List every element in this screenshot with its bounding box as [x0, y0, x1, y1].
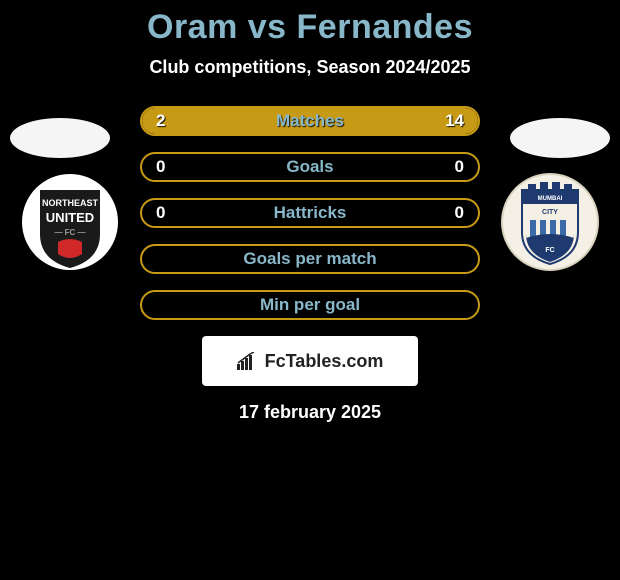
comparison-title: Oram vs Fernandes	[0, 8, 620, 47]
comparison-subtitle: Club competitions, Season 2024/2025	[0, 57, 620, 78]
stat-label: Matches	[142, 111, 478, 131]
stat-label: Goals per match	[142, 249, 478, 269]
svg-text:FC: FC	[545, 247, 554, 254]
stat-label: Hattricks	[142, 203, 478, 223]
brand-chart-icon	[237, 352, 259, 370]
player-left-avatar	[10, 118, 110, 158]
svg-text:MUMBAI: MUMBAI	[538, 196, 563, 202]
stat-label: Goals	[142, 157, 478, 177]
svg-text:NORTHEAST: NORTHEAST	[42, 198, 99, 208]
brand-text: FcTables.com	[265, 351, 384, 372]
stat-row: Goals per match	[140, 244, 480, 274]
club-logo-left: NORTHEAST UNITED — FC —	[20, 172, 120, 272]
svg-text:UNITED: UNITED	[46, 210, 94, 225]
stat-row: 00Hattricks	[140, 198, 480, 228]
club-logo-right: MUMBAI CITY FC	[500, 172, 600, 272]
stat-label: Min per goal	[142, 295, 478, 315]
player-right-avatar	[510, 118, 610, 158]
stat-row: Min per goal	[140, 290, 480, 320]
comparison-date: 17 february 2025	[0, 402, 620, 423]
stat-row: 214Matches	[140, 106, 480, 136]
stat-row: 00Goals	[140, 152, 480, 182]
svg-text:CITY: CITY	[542, 209, 558, 216]
svg-text:— FC —: — FC —	[54, 228, 85, 237]
brand-attribution: FcTables.com	[202, 336, 418, 386]
